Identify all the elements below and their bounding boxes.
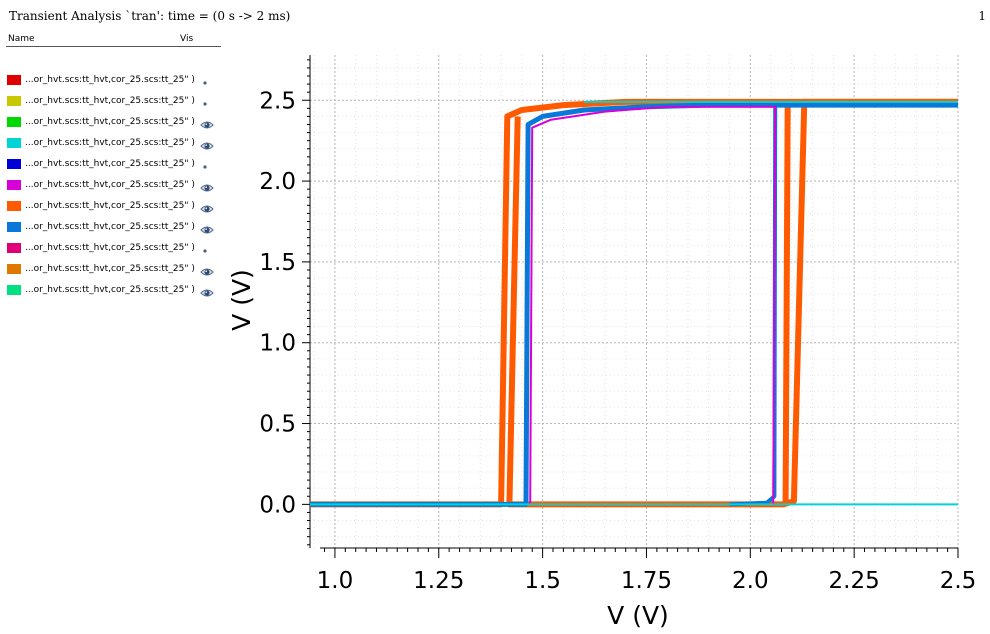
series-line bbox=[506, 98, 958, 508]
legend-swatch bbox=[7, 180, 21, 190]
legend-label: ...or_hvt.scs:tt_hvt,cor_25.scs:tt_25" ) bbox=[25, 75, 195, 85]
window-title: Transient Analysis `tran': time = (0 s -… bbox=[9, 9, 291, 23]
x-tick-label: 1.5 bbox=[524, 568, 561, 594]
series-line bbox=[529, 105, 777, 505]
legend-label: ...or_hvt.scs:tt_hvt,cor_25.scs:tt_25" ) bbox=[25, 180, 195, 190]
legend-item[interactable]: ...or_hvt.scs:tt_hvt,cor_25.scs:tt_25" ) bbox=[7, 219, 222, 240]
legend-item[interactable]: ...or_hvt.scs:tt_hvt,cor_25.scs:tt_25" ) bbox=[7, 135, 222, 156]
eye-icon[interactable] bbox=[200, 221, 214, 234]
x-tick-label: 2.25 bbox=[829, 568, 880, 594]
eye-icon[interactable] bbox=[200, 179, 214, 192]
x-tick-label: 2.0 bbox=[732, 568, 769, 594]
legend-swatch bbox=[7, 117, 21, 127]
legend-label: ...or_hvt.scs:tt_hvt,cor_25.scs:tt_25" ) bbox=[25, 243, 195, 253]
x-tick-label: 1.25 bbox=[413, 568, 464, 594]
legend-swatch bbox=[7, 159, 21, 169]
legend-list: ...or_hvt.scs:tt_hvt,cor_25.scs:tt_25" )… bbox=[7, 72, 222, 303]
y-tick-label: 2.5 bbox=[259, 88, 296, 114]
eye-icon[interactable] bbox=[200, 200, 214, 213]
series-line bbox=[782, 101, 791, 505]
legend-swatch bbox=[7, 285, 21, 295]
axes bbox=[302, 55, 959, 558]
legend-label: ...or_hvt.scs:tt_hvt,cor_25.scs:tt_25" ) bbox=[25, 264, 195, 274]
y-tick-label: 2.0 bbox=[259, 169, 296, 195]
legend-label: ...or_hvt.scs:tt_hvt,cor_25.scs:tt_25" ) bbox=[25, 222, 195, 232]
legend-swatch bbox=[7, 222, 21, 232]
series-line bbox=[729, 105, 778, 507]
y-tick-label: 1.0 bbox=[259, 331, 296, 357]
hidden-dot-icon[interactable] bbox=[200, 74, 214, 86]
legend-item[interactable]: ...or_hvt.scs:tt_hvt,cor_25.scs:tt_25" ) bbox=[7, 177, 222, 198]
legend-column-name: Name bbox=[8, 34, 35, 44]
series-layer bbox=[310, 98, 958, 508]
legend-label: ...or_hvt.scs:tt_hvt,cor_25.scs:tt_25" ) bbox=[25, 159, 195, 169]
hidden-dot-icon[interactable] bbox=[200, 158, 214, 170]
eye-icon[interactable] bbox=[200, 284, 214, 297]
legend-item[interactable]: ...or_hvt.scs:tt_hvt,cor_25.scs:tt_25" ) bbox=[7, 93, 222, 114]
legend-header: Name Vis bbox=[6, 32, 221, 47]
y-axis-label: V (V) bbox=[227, 269, 256, 331]
hidden-dot-icon[interactable] bbox=[200, 242, 214, 254]
x-tick-label: 1.75 bbox=[621, 568, 672, 594]
x-axis-label: V (V) bbox=[607, 601, 669, 630]
legend-swatch bbox=[7, 201, 21, 211]
x-tick-label: 1.0 bbox=[317, 568, 354, 594]
legend-label: ...or_hvt.scs:tt_hvt,cor_25.scs:tt_25" ) bbox=[25, 117, 195, 127]
legend-label: ...or_hvt.scs:tt_hvt,cor_25.scs:tt_25" ) bbox=[25, 138, 195, 148]
hidden-dot-icon[interactable] bbox=[200, 95, 214, 107]
legend-swatch bbox=[7, 138, 21, 148]
eye-icon[interactable] bbox=[200, 263, 214, 276]
legend-label: ...or_hvt.scs:tt_hvt,cor_25.scs:tt_25" ) bbox=[25, 96, 195, 106]
y-tick-label: 1.5 bbox=[259, 250, 296, 276]
series-line bbox=[310, 102, 958, 507]
legend-column-vis: Vis bbox=[180, 34, 194, 44]
legend-swatch bbox=[7, 96, 21, 106]
legend-item[interactable]: ...or_hvt.scs:tt_hvt,cor_25.scs:tt_25" ) bbox=[7, 114, 222, 135]
x-tick-label: 2.5 bbox=[940, 568, 977, 594]
tick-labels: 1.0 1.25 1.5 1.75 2.0 2.25 2.5 0.0 0.5 1.0 1.5 2.0 2… bbox=[227, 88, 976, 630]
legend-label: ...or_hvt.scs:tt_hvt,cor_25.scs:tt_25" ) bbox=[25, 201, 195, 211]
legend-item[interactable]: ...or_hvt.scs:tt_hvt,cor_25.scs:tt_25" ) bbox=[7, 198, 222, 219]
eye-icon[interactable] bbox=[200, 116, 214, 129]
y-tick-label: 0.5 bbox=[259, 412, 296, 438]
legend-swatch bbox=[7, 243, 21, 253]
eye-icon[interactable] bbox=[200, 137, 214, 150]
legend-swatch bbox=[7, 75, 21, 85]
legend-swatch bbox=[7, 264, 21, 274]
legend-item[interactable]: ...or_hvt.scs:tt_hvt,cor_25.scs:tt_25" ) bbox=[7, 282, 222, 303]
legend-item[interactable]: ...or_hvt.scs:tt_hvt,cor_25.scs:tt_25" ) bbox=[7, 156, 222, 177]
legend-item[interactable]: ...or_hvt.scs:tt_hvt,cor_25.scs:tt_25" ) bbox=[7, 261, 222, 282]
legend-item[interactable]: ...or_hvt.scs:tt_hvt,cor_25.scs:tt_25" ) bbox=[7, 240, 222, 261]
page-number: 1 bbox=[978, 9, 986, 23]
legend-item[interactable]: ...or_hvt.scs:tt_hvt,cor_25.scs:tt_25" ) bbox=[7, 72, 222, 93]
y-tick-label: 0.0 bbox=[259, 492, 296, 518]
grid bbox=[310, 55, 959, 548]
legend-label: ...or_hvt.scs:tt_hvt,cor_25.scs:tt_25" ) bbox=[25, 285, 195, 295]
series-line bbox=[310, 98, 958, 508]
